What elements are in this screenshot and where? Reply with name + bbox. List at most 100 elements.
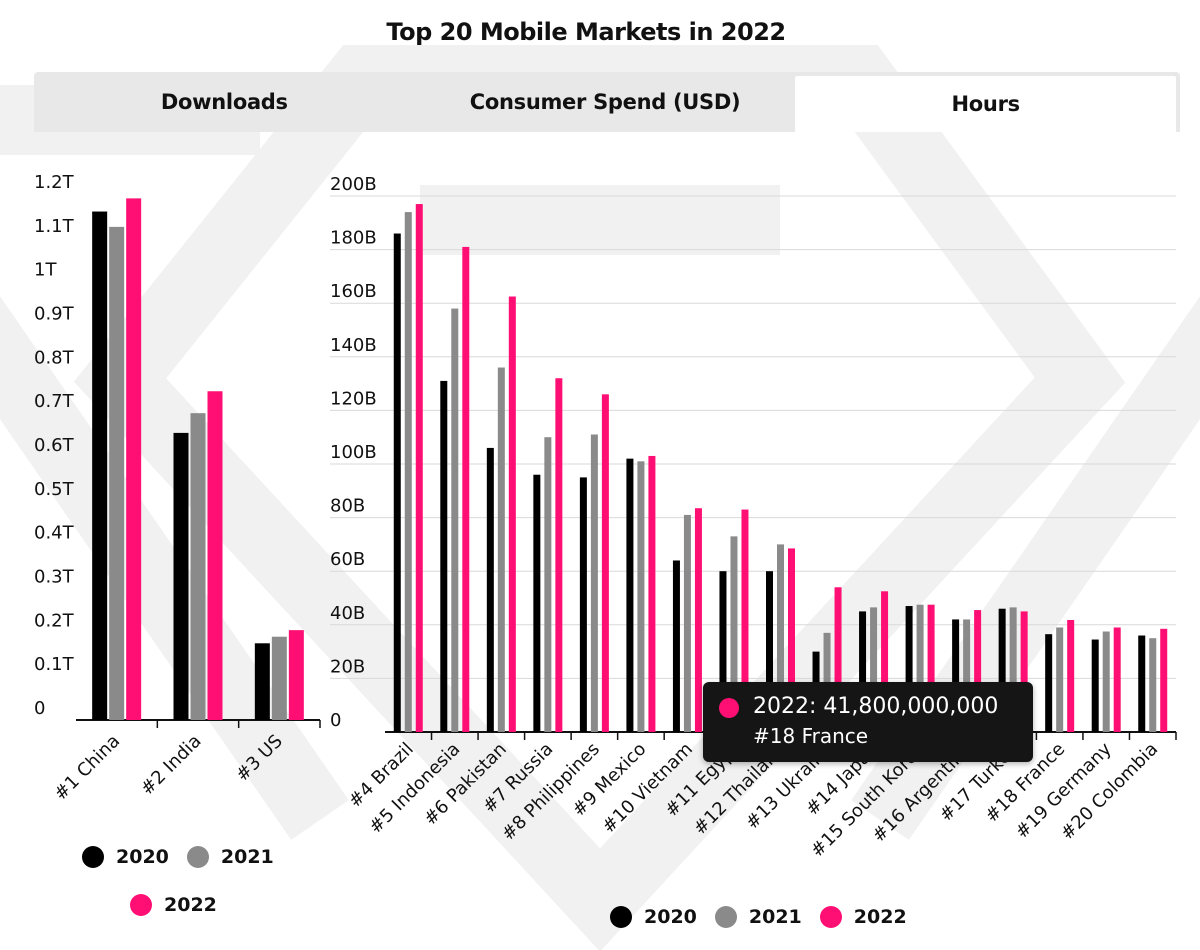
legend-item-2020[interactable]: 2020 [82, 846, 169, 868]
y-tick-label: 160B [330, 281, 377, 302]
y-tick-label: 0.4T [34, 523, 75, 544]
legend-label-2022: 2022 [853, 906, 907, 928]
bar-2020-19-germany [1091, 639, 1099, 732]
legend-dot-2021 [714, 906, 737, 928]
bar-2022-18-france [1067, 619, 1075, 732]
y-tick-label: 60B [330, 549, 365, 570]
bar-2020-6-pakistan [486, 447, 494, 732]
bar-2022-6-pakistan [508, 296, 516, 732]
x-category-label: #2 India [137, 731, 206, 800]
legend-item-2022[interactable]: 2022 [130, 894, 217, 916]
legend-dot-2022 [819, 906, 842, 928]
tab-hours[interactable]: Hours [795, 76, 1177, 132]
legend-label-2022: 2022 [164, 894, 217, 916]
y-tick-label: 1.1T [34, 216, 75, 237]
legend-item-2020[interactable]: 2020 [610, 906, 697, 928]
legend-item-2022[interactable]: 2022 [819, 906, 907, 928]
bar-2021-12-thailand [777, 544, 784, 732]
bar-tooltip: 2022: 41,800,000,000 #18 France [703, 682, 1033, 762]
tooltip-value: 2022: 41,800,000,000 [753, 694, 999, 719]
bar-2021-17-turkey [1009, 607, 1017, 732]
bar-2020-3-us [254, 643, 270, 720]
bar-2021-7-russia [544, 437, 552, 732]
y-tick-label: 0.9T [34, 304, 75, 325]
bar-2020-7-russia [533, 474, 541, 732]
tooltip-dot-2022 [719, 698, 739, 718]
bar-2022-15-south-korea [927, 604, 935, 732]
y-tick-label: 100B [330, 442, 377, 463]
y-tick-label: 0.6T [34, 435, 75, 456]
y-tick-label: 80B [330, 496, 365, 517]
bar-2022-9-mexico [648, 455, 656, 732]
bar-2022-12-thailand [788, 548, 795, 732]
bar-2020-4-brazil [393, 233, 401, 732]
bar-2022-4-brazil [415, 204, 423, 733]
y-tick-label: 20B [330, 656, 365, 677]
y-tick-label: 0 [330, 710, 341, 731]
x-category-label: #3 US [232, 731, 287, 786]
x-category-label: #1 China [50, 731, 124, 805]
tooltip-category: #18 France [753, 724, 869, 748]
y-tick-label: 1.2T [34, 172, 75, 193]
legend-label-2020: 2020 [644, 906, 697, 928]
bar-2022-19-germany [1113, 627, 1121, 732]
bar-2020-8-philippines [579, 477, 587, 732]
bar-2021-20-colombia [1149, 638, 1157, 732]
legend-item-2021[interactable]: 2021 [186, 846, 274, 868]
legend-label-2021: 2021 [748, 906, 802, 928]
tab-consumer-spend[interactable]: Consumer Spend (USD) [469, 90, 741, 114]
bar-2020-14-japan [859, 611, 867, 732]
bar-2021-8-philippines [590, 434, 598, 732]
bar-2021-5-indonesia [451, 308, 459, 732]
bar-2020-12-thailand [766, 571, 773, 732]
bar-2022-13-ukraine [834, 587, 842, 732]
bar-2020-5-indonesia [440, 380, 448, 732]
bar-2022-11-egypt [741, 509, 749, 732]
bar-2021-2-india [190, 413, 206, 720]
legend-dot-2020 [610, 906, 632, 928]
bar-2021-3-us [271, 636, 287, 720]
bar-2021-15-south-korea [916, 604, 924, 732]
bar-2021-6-pakistan [497, 367, 505, 732]
bar-2020-11-egypt [719, 571, 727, 732]
bar-2022-16-argentina [974, 610, 982, 732]
y-tick-label: 0.7T [34, 391, 75, 412]
y-tick-label: 180B [330, 228, 377, 249]
bar-2021-18-france [1056, 627, 1064, 732]
bar-2022-17-turkey [1020, 611, 1028, 732]
bar-2020-15-south-korea [905, 606, 913, 732]
bar-2020-2-india [173, 432, 189, 720]
y-tick-label: 0.2T [34, 610, 75, 631]
bar-2021-10-vietnam [683, 514, 691, 732]
bar-2021-14-japan [870, 607, 878, 732]
tab-downloads[interactable]: Downloads [160, 90, 288, 114]
bar-2021-19-germany [1102, 631, 1110, 732]
chart-title: Top 20 Mobile Markets in 2022 [386, 18, 786, 46]
top3-chart: 0 0.1T 0.2T 0.3T 0.4T 0.5T 0.6T 0.7T 0.8T 0.9T 1T 1… [34, 172, 321, 805]
legend-right: 2020 2021 2022 [610, 906, 925, 928]
bar-2022-20-colombia [1160, 628, 1168, 732]
bar-2021-9-mexico [637, 461, 645, 732]
bar-2020-10-vietnam [672, 560, 680, 732]
y-tick-label: 0 [34, 698, 45, 719]
legend-item-2021[interactable]: 2021 [714, 906, 802, 928]
bar-2020-17-turkey [998, 608, 1006, 732]
y-tick-label: 40B [330, 603, 365, 624]
y-tick-label: 0.8T [34, 347, 75, 368]
y-tick-label: 0.3T [34, 567, 75, 588]
y-tick-label: 1T [34, 260, 57, 281]
bar-2022-5-indonesia [462, 246, 470, 733]
bar-2022-10-vietnam [694, 508, 702, 732]
bar-2022-1-china [126, 198, 142, 721]
bar-2022-8-philippines [601, 394, 609, 732]
legend-label-2020: 2020 [116, 846, 169, 868]
bar-2021-4-brazil [404, 212, 412, 732]
bar-2021-11-egypt [730, 536, 738, 732]
bar-2022-14-japan [881, 591, 889, 732]
legend-left: 2020 2021 [82, 846, 292, 868]
bar-2021-16-argentina [963, 619, 971, 732]
legend-dot-2021 [186, 846, 209, 868]
bar-2020-16-argentina [952, 619, 960, 732]
bar-2021-1-china [109, 226, 125, 720]
